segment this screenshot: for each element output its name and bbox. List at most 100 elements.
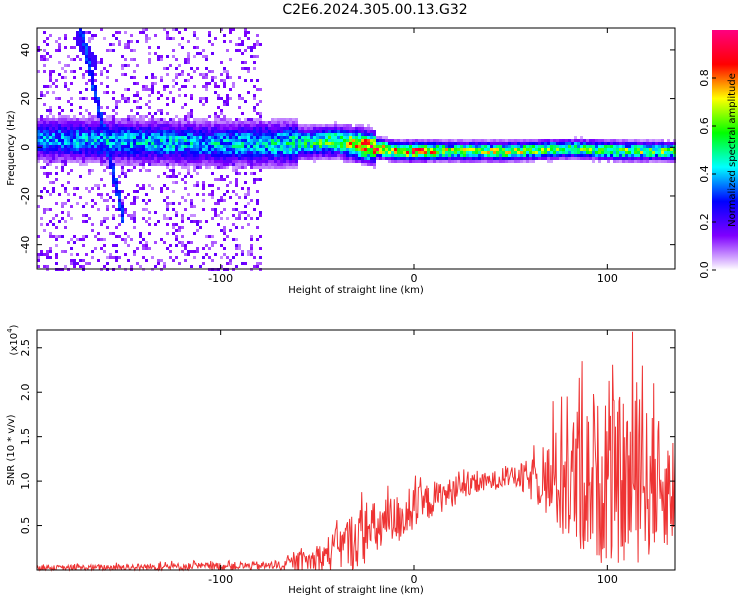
spectrogram-cell [556,148,559,151]
spectrogram-cell [55,124,58,127]
spectrogram-cell [88,142,91,145]
spectrogram-cell [511,142,514,145]
spectrogram-cell [532,142,535,145]
spectrogram-cell [238,157,241,160]
spectrogram-cell [112,49,115,52]
spectrogram-cell [115,121,118,124]
snr-y-tick-label: 0.5 [19,517,32,535]
spectrogram-cell [175,82,178,85]
spectrogram-cell [82,118,85,121]
spectrogram-cell [388,142,391,145]
spectrogram-cell [91,148,94,151]
spectrogram-cell [313,148,316,151]
spectrogram-cell [97,133,100,136]
spectrogram-cell [364,139,367,142]
spectrogram-cell [250,199,253,202]
spectrogram-cell [574,148,577,151]
spectrogram-cell [253,43,256,46]
spectrogram-cell [478,151,481,154]
spectrogram-cell [235,148,238,151]
spectrogram-cell [403,151,406,154]
spectrogram-cell [481,157,484,160]
spectrogram-cell [232,256,235,259]
spectrogram-cell [112,148,115,151]
spectrogram-cell [46,145,49,148]
spectrogram-cell [523,154,526,157]
spectrogram-cell [130,136,133,139]
spectrogram-cell [100,148,103,151]
spectrogram-cell [340,124,343,127]
spectrogram-cell [133,253,136,256]
spectrogram-cell [82,139,85,142]
spectrogram-cell [220,142,223,145]
spectrogram-cell [277,118,280,121]
spectrogram-cell [451,148,454,151]
spectrogram-cell [532,151,535,154]
spectrogram-cell [418,148,421,151]
spectrogram-cell [109,253,112,256]
spectrogram-cell [274,139,277,142]
spectrogram-y-axis-label: Frequency (Hz) [6,110,17,186]
spectrogram-cell [55,253,58,256]
spectrogram-cell [217,199,220,202]
spectrogram-cell [499,145,502,148]
spectrogram-cell [64,82,67,85]
spectrogram-cell [118,202,121,205]
spectrogram-cell [502,145,505,148]
spectrogram-cell [241,226,244,229]
spectrogram-cell [130,142,133,145]
spectrogram-cell [223,253,226,256]
spectrogram-cell [235,124,238,127]
spectrogram-cell [235,178,238,181]
spectrogram-cell [226,145,229,148]
spectrogram-cell [46,91,49,94]
spectrogram-cell [121,97,124,100]
spectrogram-cell [76,160,79,163]
spectrogram-cell [583,154,586,157]
spectrogram-cell [91,118,94,121]
snr-frame [36,329,676,571]
spectrogram-cell [253,139,256,142]
spectrogram-cell [181,178,184,181]
spectrogram-cell [445,139,448,142]
spectrogram-cell [115,133,118,136]
spectrogram-cell [313,130,316,133]
spectrogram-cell [661,160,664,163]
spectrogram-cell [226,118,229,121]
spectrogram-cell [268,139,271,142]
spectrogram-cell [235,238,238,241]
spectrogram-cell [448,142,451,145]
spectrogram-cell [100,220,103,223]
colorbar-tick-label: 0.0 [698,261,711,279]
spectrogram-cell [352,133,355,136]
spectrogram-cell [196,247,199,250]
spectrogram-cell [115,136,118,139]
spectrogram-cell [493,160,496,163]
spectrogram-cell [88,124,91,127]
spectrogram-cell [289,154,292,157]
spectrogram-cell [604,154,607,157]
spectrogram-cell [331,136,334,139]
spectrogram-cell [40,196,43,199]
spectrogram-cell [223,238,226,241]
spectrogram-cell [73,136,76,139]
spectrogram-cell [523,142,526,145]
spectrogram-cell [193,121,196,124]
spectrogram-cell [79,196,82,199]
spectrogram-cell [55,151,58,154]
spectrogram-cell [247,70,250,73]
spectrogram-cell [502,151,505,154]
spectrogram-cell [79,130,82,133]
spectrogram-cell [226,121,229,124]
spectrogram-cell [157,262,160,265]
spectrogram-cell [223,154,226,157]
spectrogram-cell [190,115,193,118]
spectrogram-cell [184,208,187,211]
spectrogram-cell [586,142,589,145]
spectrogram-cell [142,148,145,151]
spectrogram-cell [358,145,361,148]
spectrogram-cell [325,127,328,130]
spectrogram-cell [346,148,349,151]
spectrogram-cell [535,145,538,148]
spectrogram-cell [73,130,76,133]
